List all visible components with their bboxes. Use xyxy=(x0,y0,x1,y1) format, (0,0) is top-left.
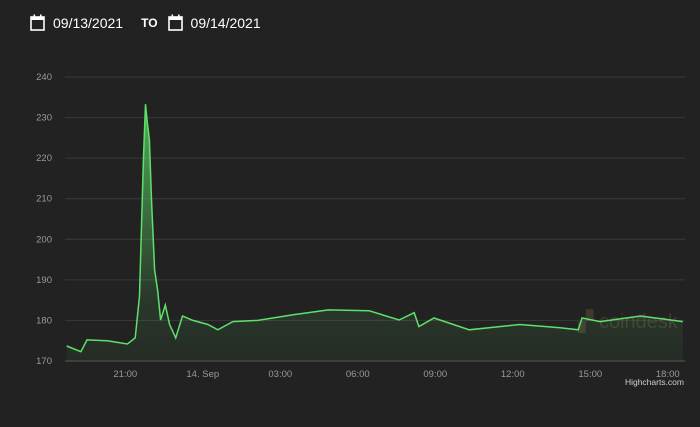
y-tick-label: 190 xyxy=(36,275,52,286)
x-tick-label: 21:00 xyxy=(113,369,137,380)
end-date[interactable]: 09/14/2021 xyxy=(190,14,261,31)
price-area xyxy=(66,104,683,361)
y-tick-label: 220 xyxy=(36,153,52,164)
price-line xyxy=(66,104,683,353)
x-tick-label: 12:00 xyxy=(501,369,525,380)
date-range-picker: 09/13/2021 TO 09/14/2021 xyxy=(30,14,279,31)
x-tick-label: 15:00 xyxy=(578,369,602,380)
y-tick-label: 210 xyxy=(36,194,52,205)
y-tick-label: 180 xyxy=(36,315,52,326)
highcharts-credit[interactable]: Highcharts.com xyxy=(625,377,684,387)
y-tick-label: 200 xyxy=(36,234,52,245)
x-tick-label: 09:00 xyxy=(423,369,447,380)
x-tick-label: 06:00 xyxy=(346,369,370,380)
start-date[interactable]: 09/13/2021 xyxy=(53,14,124,31)
x-tick-label: 03:00 xyxy=(268,369,292,380)
coindesk-watermark: ▞ coindesk xyxy=(577,309,679,333)
y-tick-label: 170 xyxy=(36,356,52,367)
x-tick-label: 18:00 xyxy=(656,369,680,380)
calendar-icon[interactable] xyxy=(167,14,183,31)
x-tick-label: 14. Sep xyxy=(186,369,219,380)
y-tick-label: 230 xyxy=(36,113,52,124)
calendar-icon[interactable] xyxy=(30,14,45,31)
range-separator: TO xyxy=(141,15,158,30)
y-tick-label: 240 xyxy=(36,72,52,83)
